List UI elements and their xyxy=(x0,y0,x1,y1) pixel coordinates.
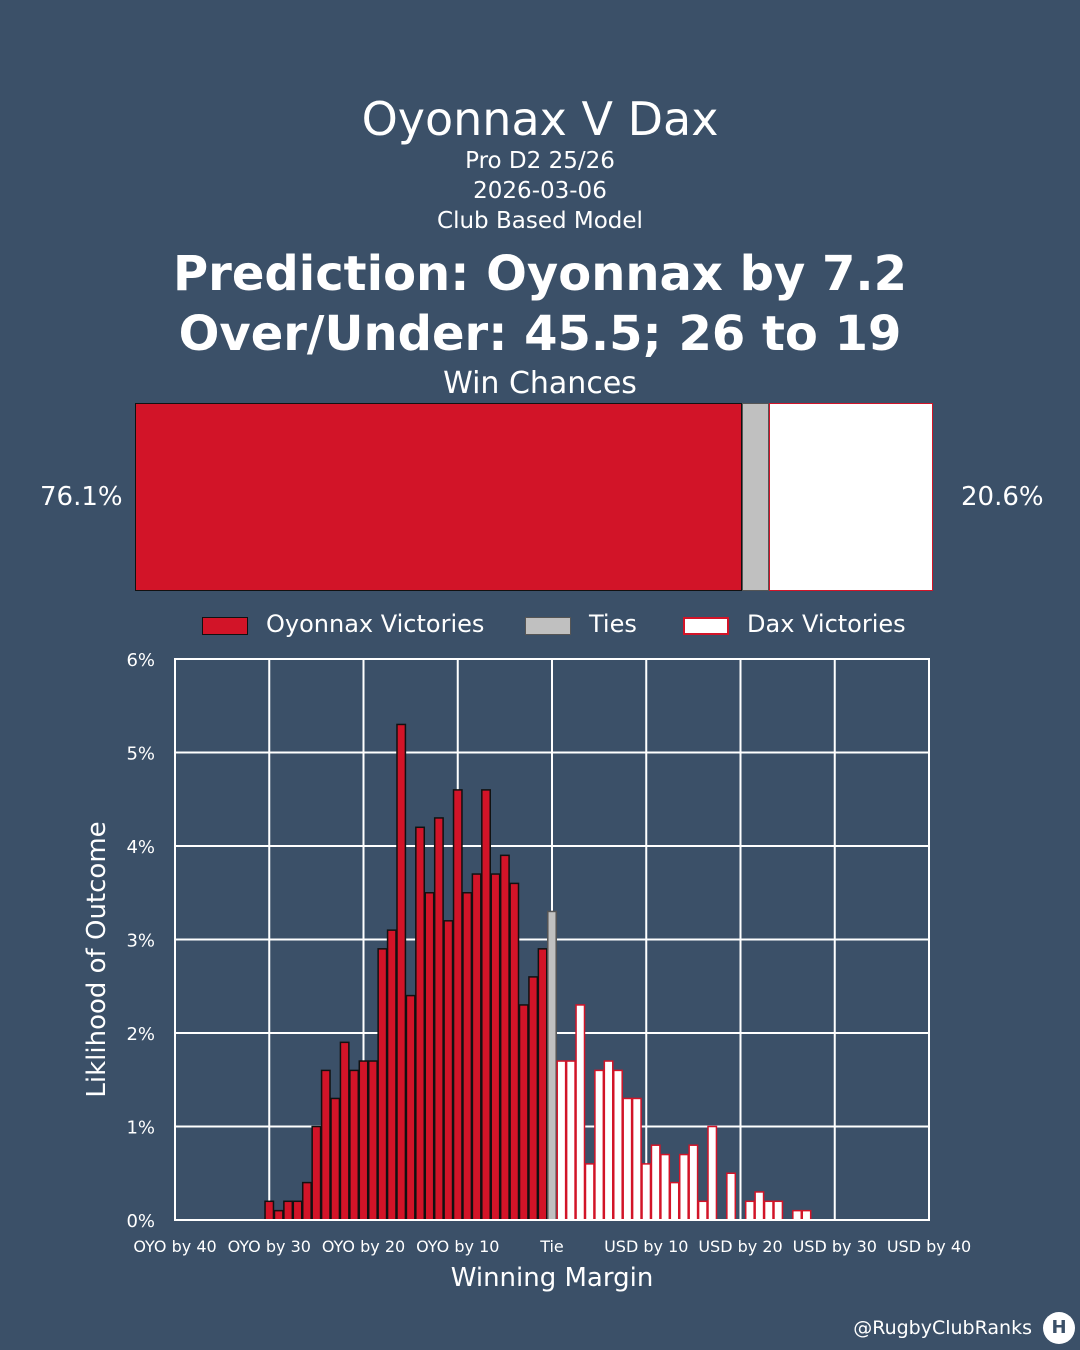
away-bar xyxy=(631,1097,642,1221)
home-bar xyxy=(443,920,454,1221)
away-bar xyxy=(744,1200,755,1221)
home-bar xyxy=(471,873,482,1221)
home-bar xyxy=(367,1060,378,1221)
match-date: 2026-03-06 xyxy=(473,178,607,204)
plot-frame xyxy=(174,658,930,1221)
y-axis-label: Liklihood of Outcome xyxy=(82,821,112,1097)
home-bar xyxy=(330,1097,341,1221)
home-bar xyxy=(452,789,463,1221)
home-bar xyxy=(433,817,444,1221)
x-tick-label: USD by 10 xyxy=(604,1237,688,1256)
y-tick-label: 6% xyxy=(126,650,155,671)
x-tick-label: OYO by 30 xyxy=(228,1237,311,1256)
home-bar xyxy=(405,994,416,1221)
league-name: Pro D2 25/26 xyxy=(465,148,615,174)
home-bar xyxy=(377,948,388,1221)
away-bar xyxy=(792,1209,803,1221)
home-bar xyxy=(481,789,491,1221)
x-tick-label: USD by 40 xyxy=(887,1237,971,1256)
home-bar xyxy=(311,1125,322,1221)
away-bar xyxy=(565,1060,576,1221)
away-bar xyxy=(707,1125,718,1221)
home-bar xyxy=(283,1200,294,1221)
home-bar xyxy=(424,892,435,1221)
away-bar xyxy=(754,1191,765,1221)
y-tick-label: 0% xyxy=(126,1211,155,1232)
away-win-pct: 20.6% xyxy=(961,482,1044,512)
home-bar xyxy=(537,948,548,1221)
home-bar xyxy=(349,1069,360,1221)
legend-swatch-home xyxy=(202,617,248,635)
x-tick-label: USD by 20 xyxy=(698,1237,782,1256)
home-bar xyxy=(490,873,501,1221)
margin-histogram: OYO by 40 OYO by 30 OYO by 20 OYO by 10 Tie U… xyxy=(82,650,971,1293)
away-bar xyxy=(641,1163,652,1221)
home-bar xyxy=(499,854,510,1221)
away-bar xyxy=(697,1200,708,1221)
win-bar-away-segment xyxy=(768,403,933,591)
chart-title: Oyonnax V Dax xyxy=(361,92,719,146)
away-bar xyxy=(726,1172,737,1221)
away-bar xyxy=(763,1200,774,1221)
tie-bar xyxy=(547,910,557,1221)
away-bar xyxy=(801,1209,812,1221)
chart-ticks: OYO by 40 OYO by 30 OYO by 20 OYO by 10 Tie U… xyxy=(126,650,971,1256)
win-bar-home-segment xyxy=(135,403,743,591)
x-axis-label: Winning Margin xyxy=(451,1263,654,1293)
over-under-text: Over/Under: 45.5; 26 to 19 xyxy=(178,306,902,362)
brand-logo-icon: H xyxy=(1043,1312,1075,1344)
win-chances-bar xyxy=(135,403,933,593)
footer-handle: @RugbyClubRanks xyxy=(853,1317,1032,1339)
away-bar xyxy=(613,1069,623,1221)
legend-swatch-away xyxy=(683,617,729,635)
away-bar xyxy=(650,1144,661,1221)
home-bar xyxy=(320,1069,331,1221)
x-tick-label: OYO by 10 xyxy=(416,1237,499,1256)
model-name: Club Based Model xyxy=(437,208,643,234)
legend-label-away: Dax Victories xyxy=(747,610,906,638)
prediction-text: Prediction: Oyonnax by 7.2 xyxy=(173,246,907,302)
y-tick-label: 1% xyxy=(126,1118,155,1139)
home-bar xyxy=(273,1209,284,1221)
away-bar xyxy=(622,1097,633,1221)
home-bar xyxy=(358,1060,369,1221)
win-bar-tie-segment xyxy=(742,403,769,591)
home-bar xyxy=(339,1041,350,1221)
away-bar xyxy=(660,1153,671,1221)
away-bar xyxy=(575,1004,586,1221)
home-bar xyxy=(462,892,473,1221)
legend-label-tie: Ties xyxy=(589,610,637,638)
home-win-pct: 76.1% xyxy=(40,482,123,512)
y-tick-label: 5% xyxy=(126,744,155,765)
home-bar xyxy=(518,1004,529,1221)
x-tick-label: Tie xyxy=(539,1237,564,1256)
legend-swatch-tie xyxy=(525,617,571,635)
home-bar xyxy=(528,976,539,1221)
home-bar xyxy=(301,1181,312,1221)
y-tick-label: 2% xyxy=(126,1024,155,1045)
away-bar xyxy=(688,1144,699,1221)
x-tick-label: USD by 30 xyxy=(793,1237,877,1256)
home-bar xyxy=(396,723,407,1221)
y-tick-label: 3% xyxy=(126,931,155,952)
away-bar xyxy=(603,1060,614,1221)
away-bar xyxy=(584,1163,595,1221)
home-bar xyxy=(415,826,426,1221)
away-bar xyxy=(669,1181,680,1221)
away-bar xyxy=(556,1060,567,1221)
chart-bars xyxy=(264,723,812,1221)
home-bar xyxy=(292,1200,303,1221)
away-bar xyxy=(678,1153,689,1221)
x-tick-label: OYO by 40 xyxy=(133,1237,216,1256)
home-bar xyxy=(386,929,397,1221)
win-chances-label: Win Chances xyxy=(443,366,637,401)
away-bar xyxy=(594,1069,605,1221)
home-bar xyxy=(509,882,520,1221)
away-bar xyxy=(773,1200,784,1221)
home-bar xyxy=(264,1200,275,1221)
x-tick-label: OYO by 20 xyxy=(322,1237,405,1256)
legend-label-home: Oyonnax Victories xyxy=(266,610,485,638)
y-tick-label: 4% xyxy=(126,837,155,858)
